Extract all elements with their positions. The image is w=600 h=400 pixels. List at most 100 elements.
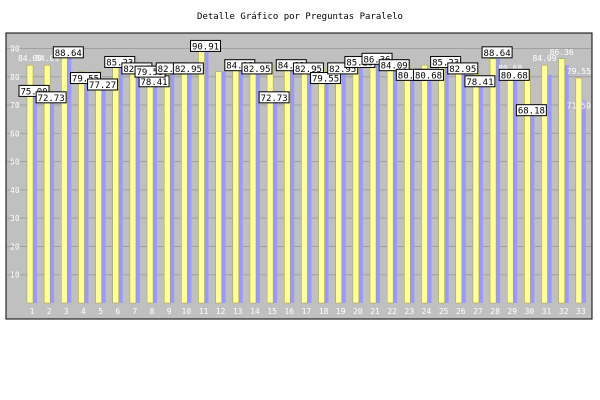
y-tick-label: 70 bbox=[10, 101, 20, 110]
bar-series-1 bbox=[163, 64, 171, 304]
faint-value-label: 84.09 bbox=[532, 54, 556, 63]
bar-series-2 bbox=[408, 74, 415, 304]
x-tick-label: 11 bbox=[199, 307, 209, 316]
bar-series-2 bbox=[374, 58, 381, 303]
bar-series-2 bbox=[425, 74, 432, 304]
data-label: 84.09 bbox=[378, 59, 410, 72]
bar-series-1 bbox=[335, 64, 342, 304]
bar-series-2 bbox=[151, 81, 158, 304]
y-tick-label: 40 bbox=[10, 186, 20, 195]
svg-text:79.55: 79.55 bbox=[312, 75, 339, 85]
data-label: 85.23 bbox=[430, 55, 462, 68]
data-label: 80.68 bbox=[498, 68, 530, 81]
svg-text:80.68: 80.68 bbox=[398, 71, 425, 81]
data-label: 68.18 bbox=[515, 104, 547, 117]
svg-text:82.95: 82.95 bbox=[329, 65, 356, 75]
y-tick-label: 90 bbox=[10, 44, 20, 53]
bar-series-1 bbox=[506, 74, 514, 304]
x-tick-label: 7 bbox=[132, 307, 137, 316]
data-label: 86.36 bbox=[361, 52, 393, 65]
x-tick-label: 9 bbox=[167, 307, 172, 316]
bar-series-2 bbox=[305, 68, 312, 304]
x-tick-label: 29 bbox=[507, 307, 517, 316]
bar-series-2 bbox=[356, 61, 363, 304]
svg-text:77.27: 77.27 bbox=[89, 81, 116, 91]
faint-value-label: 86.36 bbox=[550, 48, 574, 57]
bar-series-2 bbox=[339, 68, 346, 304]
y-tick-label: 30 bbox=[10, 214, 20, 223]
bar-series-1 bbox=[558, 58, 565, 304]
bar-series-1 bbox=[146, 71, 154, 304]
bar-series-1 bbox=[386, 64, 394, 304]
bar-series-2 bbox=[288, 65, 295, 303]
bar-series-1 bbox=[249, 71, 257, 304]
y-tick-label: 60 bbox=[10, 129, 20, 138]
x-tick-label: 33 bbox=[576, 307, 586, 316]
bar-series-1 bbox=[112, 58, 120, 304]
data-label: 75.00 bbox=[18, 84, 50, 97]
svg-text:82.95: 82.95 bbox=[449, 65, 476, 75]
x-tick-label: 30 bbox=[525, 307, 535, 316]
data-label: 82.95 bbox=[172, 62, 204, 75]
x-tick-label: 17 bbox=[302, 307, 312, 316]
y-tick-label: 10 bbox=[10, 271, 20, 280]
bars bbox=[26, 45, 586, 304]
bar-series-2 bbox=[442, 61, 449, 304]
svg-text:82.95: 82.95 bbox=[295, 65, 322, 75]
faint-value-label: 71.59 bbox=[567, 102, 591, 111]
x-tick-label: 32 bbox=[559, 307, 569, 316]
x-tick-label: 26 bbox=[456, 307, 466, 316]
svg-text:88.64: 88.64 bbox=[55, 49, 82, 59]
x-tick-labels: 1 2 3 4 5 6 7 8 9 10 11 12 13 14 15 16 17 18 19 20 21 22 23 24 2… bbox=[30, 307, 586, 316]
bar-series-2 bbox=[511, 74, 518, 304]
x-tick-label: 2 bbox=[47, 307, 52, 316]
svg-text:79.55: 79.55 bbox=[72, 75, 99, 85]
bar-series-2 bbox=[48, 97, 55, 303]
x-tick-label: 14 bbox=[250, 307, 260, 316]
svg-text:72.73: 72.73 bbox=[38, 94, 65, 104]
bar-series-2 bbox=[476, 81, 483, 304]
x-tick-label: 15 bbox=[267, 307, 277, 316]
faint-value-label: 79.55 bbox=[567, 67, 591, 76]
bar-series-1 bbox=[352, 64, 360, 304]
svg-text:72.73: 72.73 bbox=[261, 94, 288, 104]
bar-series-1 bbox=[26, 64, 34, 304]
bar-series-2 bbox=[236, 65, 243, 303]
bar-series-2 bbox=[82, 78, 89, 304]
x-tick-label: 1 bbox=[30, 307, 35, 316]
bar-series-1 bbox=[421, 64, 428, 304]
bar-series-1 bbox=[541, 64, 548, 304]
x-tick-label: 3 bbox=[64, 307, 69, 316]
svg-text:68.18: 68.18 bbox=[518, 107, 545, 117]
x-tick-label: 21 bbox=[370, 307, 380, 316]
svg-text:75.00: 75.00 bbox=[20, 87, 47, 97]
data-label: 88.64 bbox=[481, 46, 513, 59]
data-labels: 75.0072.7388.6479.5577.2785.2382.9578.41… bbox=[18, 39, 547, 117]
data-label: 82.95 bbox=[292, 62, 324, 75]
data-label: 80.68 bbox=[412, 68, 444, 81]
faint-value-label: 84.09 bbox=[18, 54, 42, 63]
x-tick-label: 12 bbox=[216, 307, 226, 316]
x-tick-label: 20 bbox=[353, 307, 363, 316]
bar-series-2 bbox=[253, 68, 260, 304]
bar-series-1 bbox=[455, 64, 463, 304]
svg-text:85.23: 85.23 bbox=[346, 58, 373, 68]
data-label: 88.64 bbox=[52, 46, 84, 59]
bar-series-2 bbox=[202, 45, 209, 303]
svg-text:84.09: 84.09 bbox=[278, 62, 305, 72]
bar-series-1 bbox=[438, 64, 445, 304]
bar-series-2 bbox=[99, 84, 106, 303]
bar-series-1 bbox=[61, 52, 68, 304]
bar-series-2 bbox=[459, 68, 466, 304]
data-label: 90.91 bbox=[190, 39, 222, 52]
bar-series-2 bbox=[65, 52, 72, 303]
bar-series-1 bbox=[575, 77, 583, 304]
bar-series-1 bbox=[318, 68, 325, 304]
bar-series-1 bbox=[489, 58, 497, 304]
svg-text:85.23: 85.23 bbox=[106, 58, 133, 68]
bar-series-1 bbox=[181, 64, 188, 304]
x-tick-label: 8 bbox=[150, 307, 155, 316]
bar-series-2 bbox=[185, 68, 192, 304]
bar-series-2 bbox=[562, 65, 569, 303]
data-label: 79.55 bbox=[69, 72, 101, 85]
